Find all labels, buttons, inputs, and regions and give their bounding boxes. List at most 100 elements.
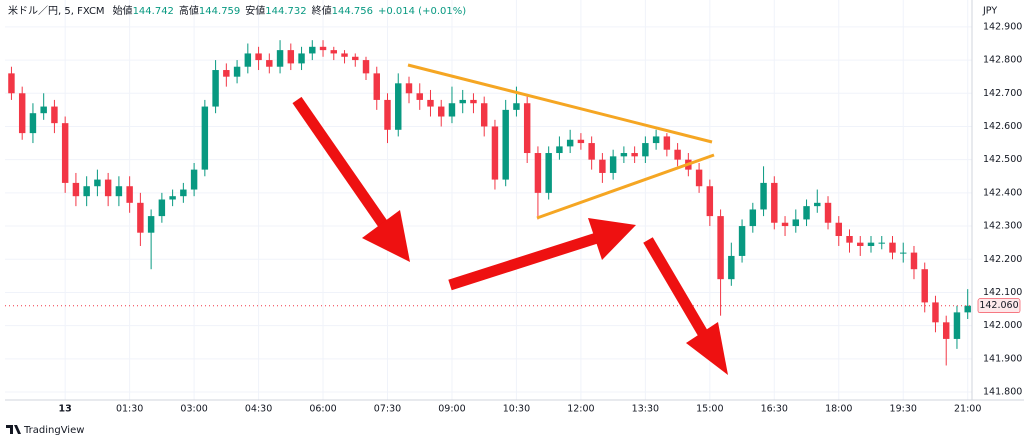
candle-body: [147, 216, 155, 233]
y-tick-label: 142.400: [983, 187, 1022, 198]
logo-icon: [6, 425, 21, 434]
x-tick-label: 18:00: [825, 404, 852, 415]
y-tick-label: 142.600: [983, 121, 1022, 132]
candle-body: [846, 236, 853, 243]
candle-body: [620, 153, 628, 157]
triangle-upper-line: [407, 63, 713, 144]
candle-body: [137, 202, 144, 233]
candle-body: [900, 252, 907, 254]
x-tick-label: 09:00: [438, 404, 465, 415]
y-tick-label: 142.300: [983, 221, 1022, 232]
candle-body: [287, 50, 295, 64]
candle-body: [534, 153, 542, 193]
annotations: [292, 63, 728, 375]
candle-body: [51, 106, 58, 124]
candle-body: [40, 106, 47, 114]
candle-body: [642, 143, 649, 157]
candle-body: [771, 182, 778, 223]
candle-body: [266, 60, 273, 67]
y-tick-label: 141.900: [983, 353, 1022, 364]
candle-body: [126, 186, 133, 203]
y-tick-label: 142.100: [983, 287, 1022, 298]
candle-body: [910, 252, 918, 270]
candle-body: [545, 153, 552, 193]
candle-body: [566, 139, 574, 147]
y-tick-label: 141.800: [983, 387, 1022, 398]
plot: [5, 0, 972, 400]
x-tick-label: 16:30: [761, 404, 788, 415]
candle-body: [212, 70, 219, 107]
candle-body: [276, 50, 284, 67]
last-price-label: 142.060: [979, 300, 1018, 311]
candle-body: [341, 53, 348, 57]
candle-body: [384, 99, 391, 130]
candle-body: [180, 189, 187, 197]
candle-body: [599, 159, 606, 173]
candle-body: [609, 156, 617, 173]
x-tick-label: 04:30: [245, 404, 272, 415]
candle-body: [190, 169, 198, 190]
x-tick-label: 19:30: [890, 404, 917, 415]
candle-body: [448, 103, 456, 117]
candle-body: [814, 202, 821, 207]
ohlc-value: 144.742: [133, 6, 174, 17]
candle-body: [502, 109, 509, 180]
candle-body: [158, 199, 166, 217]
candle-body: [223, 70, 230, 77]
header: 米ドル／円, 5, FXCM 始値144.742 高値144.759 安値144.73…: [8, 4, 466, 17]
candle-body: [523, 103, 531, 154]
candle-body: [104, 179, 112, 197]
triangle-lower-line: [536, 153, 715, 220]
candle-body: [169, 196, 176, 200]
candle-body: [792, 219, 800, 227]
y-tick-label: 142.000: [983, 320, 1022, 331]
arrow-head: [686, 322, 728, 375]
candle-body: [738, 226, 746, 256]
candle-body: [115, 186, 123, 197]
ohlc-value: 144.732: [265, 6, 306, 17]
candle-body: [330, 50, 338, 54]
candle-body: [932, 302, 939, 323]
candle-body: [556, 146, 563, 154]
candle-body: [857, 242, 864, 246]
candle-body: [889, 242, 896, 253]
last-price-box: [977, 298, 1021, 314]
candle-body: [942, 322, 950, 339]
candle-body: [878, 242, 885, 244]
candle-body: [470, 99, 477, 104]
candle-body: [921, 269, 928, 303]
candle-body: [405, 83, 413, 94]
candle-body: [824, 202, 832, 223]
candle-body: [72, 182, 80, 197]
change: +0.014 (+0.01%): [378, 6, 466, 17]
candle-body: [373, 73, 380, 100]
candle-body: [94, 179, 101, 187]
candle-body: [728, 255, 735, 280]
candle-body: [663, 136, 671, 150]
currency: JPY: [982, 6, 997, 17]
x-tick-label: 01:30: [116, 404, 143, 415]
candle-body: [18, 93, 26, 134]
candle-body: [244, 53, 252, 67]
brand-logo: TradingView: [6, 425, 84, 436]
candle-body: [695, 169, 703, 187]
candle-body: [760, 182, 767, 210]
x-tick-label: 21:00: [954, 404, 981, 415]
ohlc-label: 高値: [179, 4, 199, 17]
x-tick-label: 13: [59, 404, 72, 415]
y-tick-label: 142.900: [983, 21, 1022, 32]
x-tick-label: 07:30: [374, 404, 401, 415]
candle-body: [480, 103, 488, 127]
ohlc-value: 144.759: [199, 6, 240, 17]
candle-body: [319, 46, 327, 51]
candle-body: [631, 153, 638, 157]
candle-body: [427, 99, 434, 107]
brand-name: TradingView: [23, 425, 84, 436]
candle-body: [674, 149, 681, 160]
candle-body: [491, 126, 499, 180]
x-tick-label: 03:00: [180, 404, 207, 415]
candle-body: [233, 66, 241, 77]
candle-body: [309, 46, 316, 54]
